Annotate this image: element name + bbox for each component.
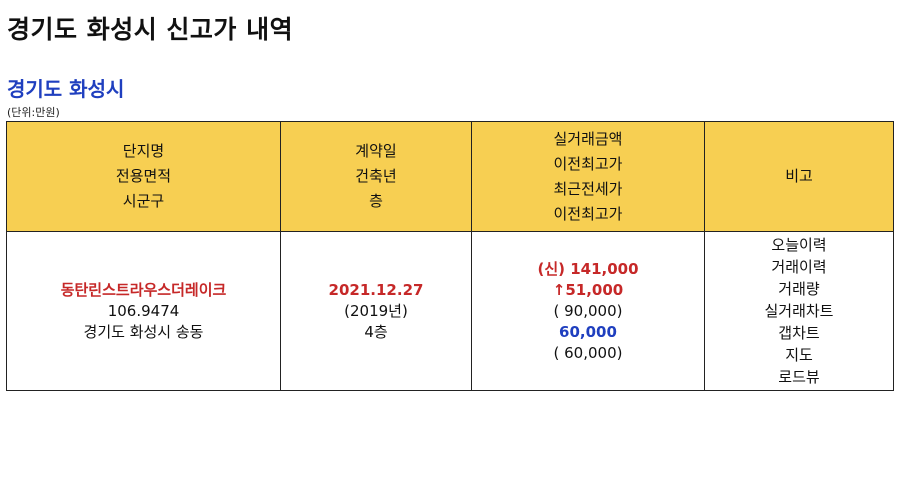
prev-high-diff-value: 51,000 xyxy=(565,280,624,299)
link-deal-history[interactable]: 거래이력 xyxy=(771,258,827,276)
prev-high-price: ( 90,000) xyxy=(553,301,623,320)
link-map[interactable]: 지도 xyxy=(785,346,813,364)
cell-price: (신) 141,000 ↑51,000 ( 90,000) 60,000 ( 6… xyxy=(471,231,705,391)
header-label: 건축년 xyxy=(355,167,397,185)
cell-contract: 2021.12.27 (2019년) 4층 xyxy=(280,231,472,391)
deal-price: (신) 141,000 xyxy=(537,259,639,278)
column-header-contract: 계약일 건축년 층 xyxy=(280,121,472,232)
header-label: 최근전세가 xyxy=(553,179,623,198)
header-label: 계약일 xyxy=(355,142,397,160)
floor-value: 4층 xyxy=(364,322,388,341)
deals-table: 단지명 전용면적 시군구 계약일 건축년 층 실거래금액 이전최고가 최근전세가… xyxy=(6,121,894,391)
header-label: 층 xyxy=(369,192,383,210)
header-label: 이전최고가 xyxy=(553,204,623,223)
recent-jeonse-price: 60,000 xyxy=(559,322,617,341)
area-value: 106.9474 xyxy=(107,301,180,320)
link-today-history[interactable]: 오늘이력 xyxy=(771,236,827,254)
link-gap-chart[interactable]: 갭차트 xyxy=(778,324,820,342)
complex-name-link[interactable]: 동탄린스트라우스더레이크 xyxy=(60,280,227,299)
table-header-row: 단지명 전용면적 시군구 계약일 건축년 층 실거래금액 이전최고가 최근전세가… xyxy=(6,121,894,232)
link-road-view[interactable]: 로드뷰 xyxy=(778,368,820,386)
district-value: 경기도 화성시 송동 xyxy=(83,322,204,341)
unit-label: (단위:만원) xyxy=(7,106,60,119)
table-row: 동탄린스트라우스더레이크 106.9474 경기도 화성시 송동 2021.12… xyxy=(6,231,894,391)
header-label: 실거래금액 xyxy=(553,129,623,148)
built-year: (2019년) xyxy=(344,301,408,320)
arrow-up-icon: ↑ xyxy=(552,280,566,299)
contract-date: 2021.12.27 xyxy=(328,280,424,299)
prev-high-diff: ↑51,000 xyxy=(472,280,704,301)
column-header-price: 실거래금액 이전최고가 최근전세가 이전최고가 xyxy=(471,121,705,232)
cell-complex: 동탄린스트라우스더레이크 106.9474 경기도 화성시 송동 xyxy=(6,231,281,391)
header-label: 전용면적 xyxy=(115,167,172,185)
header-label: 시군구 xyxy=(122,192,165,210)
page-title: 경기도 화성시 신고가 내역 xyxy=(7,15,294,44)
column-header-complex: 단지명 전용면적 시군구 xyxy=(6,121,281,232)
header-label: 이전최고가 xyxy=(553,154,623,173)
header-label: 단지명 xyxy=(122,142,165,160)
cell-remarks: 오늘이력 거래이력 거래량 실거래차트 갭차트 지도 로드뷰 xyxy=(704,231,894,391)
link-price-chart[interactable]: 실거래차트 xyxy=(764,302,834,320)
link-deal-volume[interactable]: 거래량 xyxy=(778,280,820,298)
column-header-remarks: 비고 xyxy=(704,121,894,232)
header-label: 비고 xyxy=(785,167,813,185)
prev-jeonse-high: ( 60,000) xyxy=(553,343,623,362)
region-title: 경기도 화성시 xyxy=(7,77,125,101)
